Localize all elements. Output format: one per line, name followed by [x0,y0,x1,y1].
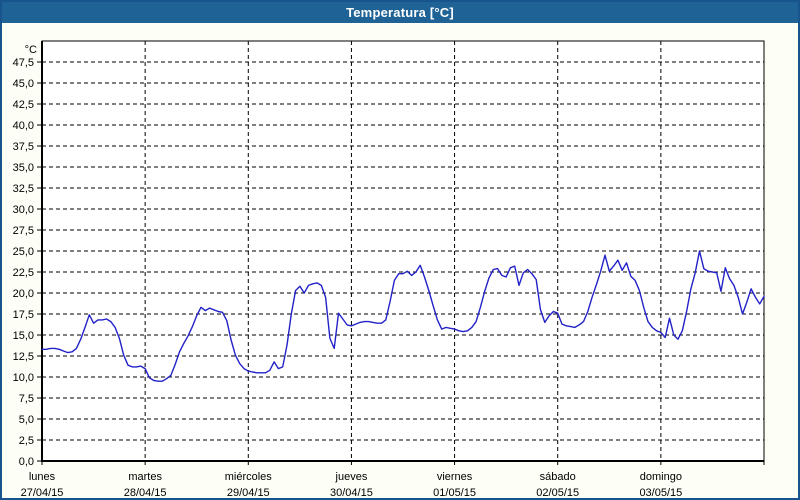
y-tick-label: 35,0 [13,162,34,174]
x-day-date-label: 28/04/15 [124,487,167,499]
y-tick-label: 7,5 [19,393,34,405]
axis-ticks [37,61,765,465]
x-day-date-label: 03/05/15 [639,487,682,499]
x-day-name-label: lunes [29,471,56,483]
y-tick-label: 37,5 [13,141,34,153]
y-tick-label: 40,0 [13,120,34,132]
y-tick-label: 15,0 [13,330,34,342]
x-day-name-label: viernes [437,471,473,483]
y-tick-label: 5,0 [19,414,34,426]
y-tick-label: 17,5 [13,309,34,321]
x-day-date-label: 01/05/15 [433,487,476,499]
temperature-line [41,250,765,382]
x-day-date-label: 02/05/15 [536,487,579,499]
x-day-date-label: 27/04/15 [21,487,64,499]
x-day-date-label: 29/04/15 [227,487,270,499]
y-tick-label: 30,0 [13,204,34,216]
x-day-name-label: martes [128,471,162,483]
y-axis-labels: 0,0 2,5 5,0 7,5 10,0 12,5 15,0 17,5 20,0 22,5 25,0… [13,44,37,468]
window-title: Temperatura [°C] [346,5,454,20]
y-tick-label: 42,5 [13,99,34,111]
y-tick-label: 2,5 [19,435,34,447]
y-tick-label: 25,0 [13,246,34,258]
y-tick-label: 22,5 [13,267,34,279]
y-tick-label: 12,5 [13,351,34,363]
y-tick-label: 45,0 [13,78,34,90]
x-day-name-label: jueves [335,471,368,483]
x-day-name-label: domingo [640,471,682,483]
x-day-date-label: 30/04/15 [330,487,373,499]
x-day-name-label: miércoles [225,471,273,483]
y-axis-unit-label: °C [25,44,37,56]
x-day-name-label: sábado [540,471,576,483]
x-gridlines [144,41,662,461]
y-gridlines [42,61,764,441]
y-tick-label: 27,5 [13,225,34,237]
y-tick-label: 47,5 [13,57,34,69]
x-axis-labels: lunes 27/04/15 martes 28/04/15 miércoles 29/0… [21,471,683,499]
window-title-bar: Temperatura [°C] [2,2,798,23]
y-tick-label: 20,0 [13,288,34,300]
y-tick-label: 0,0 [19,456,34,468]
y-tick-label: 10,0 [13,372,34,384]
y-tick-label: 32,5 [13,183,34,195]
